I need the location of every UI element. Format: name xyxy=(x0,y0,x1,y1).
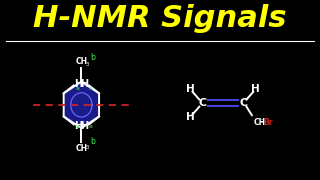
Text: a: a xyxy=(75,86,79,91)
Text: H: H xyxy=(186,112,195,122)
Text: H: H xyxy=(74,79,82,89)
Text: b: b xyxy=(90,138,95,147)
Text: 3: 3 xyxy=(86,145,90,150)
Text: CH: CH xyxy=(75,57,87,66)
Text: Br: Br xyxy=(263,118,273,127)
Text: H-NMR Signals: H-NMR Signals xyxy=(33,4,287,33)
Text: H: H xyxy=(81,121,89,131)
Text: b: b xyxy=(90,53,95,62)
Text: a: a xyxy=(75,124,79,129)
Text: H: H xyxy=(252,84,260,94)
Text: 2: 2 xyxy=(260,120,264,125)
Text: H: H xyxy=(81,79,89,89)
Text: 3: 3 xyxy=(86,62,90,67)
Text: H: H xyxy=(74,121,82,131)
Text: H: H xyxy=(186,84,195,94)
Text: CH: CH xyxy=(253,118,266,127)
Text: CH: CH xyxy=(75,143,87,152)
Text: a: a xyxy=(89,86,92,91)
Text: C: C xyxy=(239,98,247,108)
Text: C: C xyxy=(198,98,206,108)
Text: a: a xyxy=(89,124,92,129)
Polygon shape xyxy=(64,82,99,128)
